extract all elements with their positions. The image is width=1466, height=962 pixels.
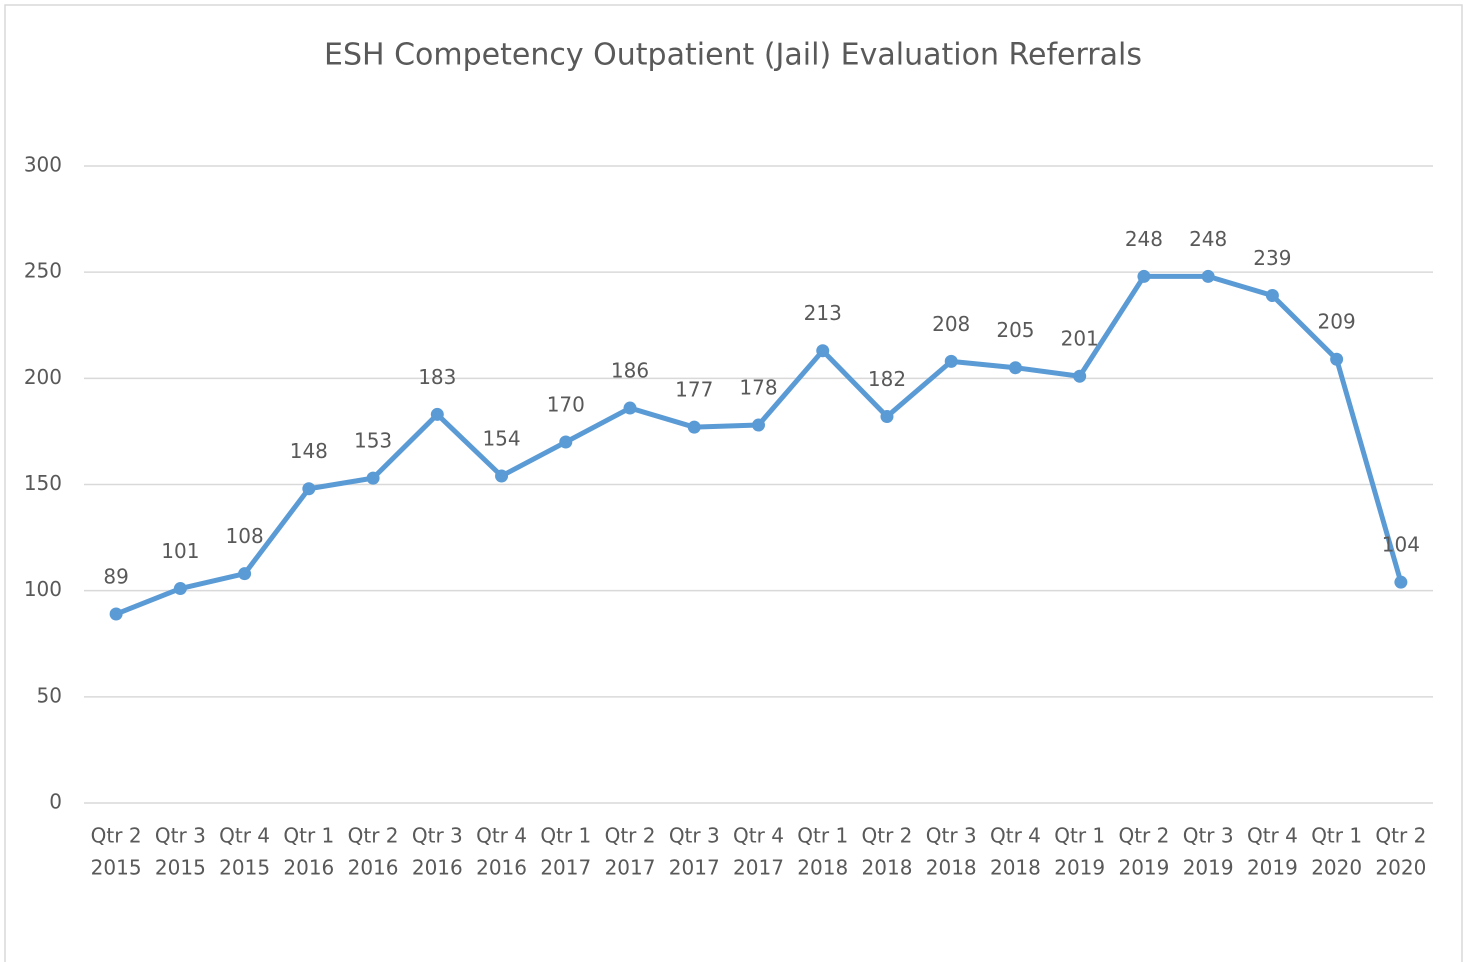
data-label: 108 xyxy=(226,524,264,548)
data-point xyxy=(366,471,380,485)
x-tick-label: 2015 xyxy=(155,856,206,880)
x-tick-label: Qtr 4 xyxy=(1247,824,1298,848)
x-tick-label: Qtr 2 xyxy=(91,824,142,848)
data-label: 182 xyxy=(868,367,906,391)
data-point xyxy=(1008,361,1022,375)
y-tick-label: 100 xyxy=(24,577,62,601)
x-tick-label: Qtr 4 xyxy=(476,824,527,848)
x-tick-label: 2016 xyxy=(283,856,334,880)
x-tick-label: 2017 xyxy=(733,856,784,880)
y-tick-label: 50 xyxy=(37,683,62,707)
x-tick-label: Qtr 2 xyxy=(605,824,656,848)
data-label: 239 xyxy=(1253,246,1291,270)
data-label: 183 xyxy=(418,365,456,389)
data-label: 213 xyxy=(804,301,842,325)
x-tick-label: 2016 xyxy=(412,856,463,880)
x-tick-label: Qtr 4 xyxy=(733,824,784,848)
data-label: 153 xyxy=(354,429,392,453)
x-tick-label: 2020 xyxy=(1375,856,1426,880)
y-tick-label: 0 xyxy=(49,790,62,814)
x-tick-label: 2016 xyxy=(476,856,527,880)
data-point xyxy=(1201,269,1215,283)
data-point xyxy=(302,482,316,496)
x-tick-label: 2019 xyxy=(1247,856,1298,880)
x-tick-label: 2018 xyxy=(926,856,977,880)
data-point xyxy=(1265,289,1279,303)
x-tick-label: Qtr 4 xyxy=(219,824,270,848)
data-point xyxy=(238,567,252,581)
data-label: 201 xyxy=(1061,327,1099,351)
data-label: 177 xyxy=(675,378,713,402)
data-point xyxy=(173,582,187,596)
data-label: 205 xyxy=(996,318,1034,342)
y-tick-label: 150 xyxy=(24,471,62,495)
x-tick-label: 2015 xyxy=(219,856,270,880)
x-tick-label: 2018 xyxy=(862,856,913,880)
data-label: 209 xyxy=(1318,310,1356,334)
x-tick-label: 2019 xyxy=(1183,856,1234,880)
x-tick-label: Qtr 2 xyxy=(862,824,913,848)
x-tick-label: Qtr 3 xyxy=(1183,824,1234,848)
data-label: 101 xyxy=(161,539,199,563)
data-label: 208 xyxy=(932,312,970,336)
x-tick-label: 2015 xyxy=(91,856,142,880)
data-point xyxy=(1330,352,1344,366)
data-point xyxy=(495,469,509,483)
x-tick-label: Qtr 3 xyxy=(155,824,206,848)
x-tick-label: 2019 xyxy=(1118,856,1169,880)
data-label: 178 xyxy=(739,376,777,400)
x-tick-label: 2016 xyxy=(348,856,399,880)
data-label: 248 xyxy=(1189,227,1227,251)
x-tick-label: Qtr 3 xyxy=(926,824,977,848)
x-tick-label: 2018 xyxy=(990,856,1041,880)
x-tick-label: Qtr 4 xyxy=(990,824,1041,848)
data-label: 186 xyxy=(611,359,649,383)
y-tick-label: 300 xyxy=(24,153,62,177)
data-point xyxy=(1137,269,1151,283)
y-tick-label: 200 xyxy=(24,365,62,389)
data-point xyxy=(109,607,123,621)
x-tick-label: 2018 xyxy=(797,856,848,880)
data-label: 170 xyxy=(547,393,585,417)
x-tick-label: 2020 xyxy=(1311,856,1362,880)
x-tick-label: Qtr 2 xyxy=(1118,824,1169,848)
x-tick-label: Qtr 3 xyxy=(412,824,463,848)
x-tick-label: Qtr 3 xyxy=(669,824,720,848)
y-tick-label: 250 xyxy=(24,259,62,283)
x-tick-label: Qtr 2 xyxy=(348,824,399,848)
x-tick-label: Qtr 1 xyxy=(1054,824,1105,848)
data-point xyxy=(623,401,637,415)
data-point xyxy=(1394,575,1408,589)
data-label: 89 xyxy=(103,565,128,589)
data-point xyxy=(1073,369,1087,383)
x-tick-label: Qtr 1 xyxy=(797,824,848,848)
data-point xyxy=(880,410,894,424)
data-point xyxy=(430,407,444,421)
data-label: 154 xyxy=(482,427,520,451)
data-point xyxy=(752,418,765,432)
data-label: 148 xyxy=(290,439,328,463)
chart-title: ESH Competency Outpatient (Jail) Evaluat… xyxy=(324,38,1142,73)
data-label: 104 xyxy=(1382,533,1420,557)
x-tick-label: 2017 xyxy=(669,856,720,880)
chart-frame xyxy=(4,4,1463,962)
x-tick-label: Qtr 1 xyxy=(540,824,591,848)
x-tick-label: 2017 xyxy=(540,856,591,880)
data-point xyxy=(944,354,958,368)
x-tick-label: Qtr 2 xyxy=(1375,824,1426,848)
data-point xyxy=(816,344,830,358)
data-point xyxy=(559,435,573,449)
x-tick-label: 2019 xyxy=(1054,856,1105,880)
x-tick-label: Qtr 1 xyxy=(283,824,334,848)
data-point xyxy=(687,420,701,434)
x-tick-label: 2017 xyxy=(605,856,656,880)
x-tick-label: Qtr 1 xyxy=(1311,824,1362,848)
data-label: 248 xyxy=(1125,227,1163,251)
